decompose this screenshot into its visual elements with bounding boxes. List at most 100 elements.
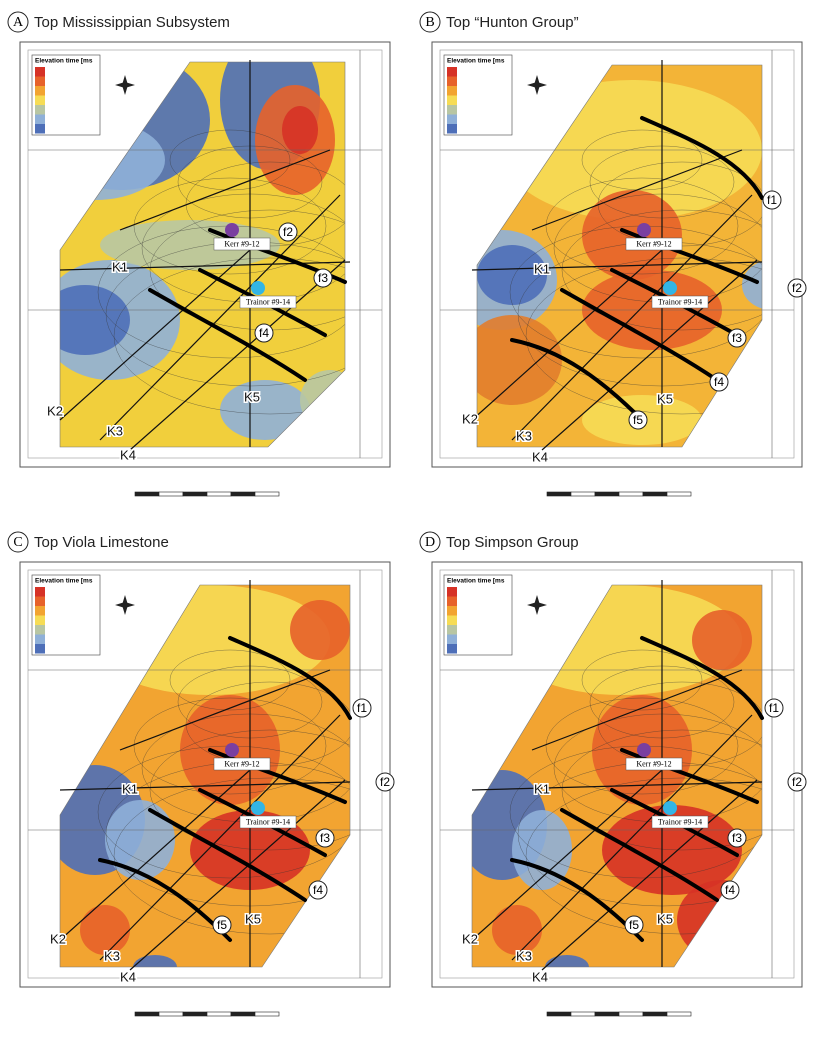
line-label: K2 — [462, 411, 478, 426]
panel-letter: B — [425, 15, 434, 30]
scale-segment — [158, 491, 184, 497]
legend-title: Elevation time [ms — [35, 58, 93, 65]
fault-label-circle — [375, 772, 395, 792]
fault-label-circle — [212, 915, 232, 935]
fault-label: f2 — [792, 281, 802, 295]
line-label: K5 — [244, 389, 260, 404]
line-label: K3 — [516, 428, 532, 443]
well-label: Kerr #9-12 — [224, 759, 259, 768]
well-label-box — [625, 757, 683, 771]
fault-label: f4 — [714, 375, 724, 389]
legend-swatch — [35, 67, 45, 77]
fault-label-circle — [764, 698, 784, 718]
well-label-box — [651, 295, 709, 309]
scale-segment — [182, 1011, 208, 1017]
well — [251, 281, 265, 295]
scale-segment — [594, 1011, 620, 1017]
fault-label: f1 — [767, 193, 777, 207]
surface-zone — [545, 955, 589, 967]
legend-swatch — [447, 114, 457, 124]
legend-swatch — [35, 596, 45, 606]
panel-letter: D — [425, 535, 435, 550]
surface-zone — [692, 610, 752, 670]
surface-outline — [476, 64, 763, 448]
fault-label-circle — [308, 880, 328, 900]
line-label: K4 — [120, 969, 136, 984]
scale-segment — [594, 491, 620, 497]
contour — [561, 209, 762, 331]
legend-title: Elevation time [ms — [447, 578, 505, 585]
contour — [581, 129, 703, 191]
scale-segment — [618, 1011, 644, 1017]
fault — [148, 808, 307, 902]
fault-label: f4 — [259, 326, 269, 340]
fault — [510, 338, 644, 422]
fault-label: f5 — [629, 918, 639, 932]
fault-label-circle — [762, 190, 782, 210]
scale-segment — [206, 491, 232, 497]
scale-segment — [570, 491, 596, 497]
scale-segment — [254, 1011, 280, 1017]
contour — [525, 257, 762, 415]
well — [637, 223, 651, 237]
well-label-box — [239, 815, 297, 829]
seismic-line — [541, 779, 758, 971]
legend-swatch — [447, 634, 457, 644]
fault-label: f3 — [732, 331, 742, 345]
scale-segment — [666, 491, 692, 497]
legend-swatch — [35, 625, 45, 635]
scale-segment — [206, 1011, 232, 1017]
seismic-line — [531, 149, 743, 231]
seismic-line — [129, 779, 346, 971]
legend-swatch — [447, 95, 457, 105]
line-label: K2 — [462, 931, 478, 946]
scale-segment — [642, 491, 668, 497]
contour — [169, 649, 291, 711]
map-inner-frame — [27, 49, 383, 459]
panel-title: Top “Hunton Group” — [446, 14, 579, 31]
map-panel: A Top Mississippian Subsystem f2 f3 f4 K1 K2 K3… — [7, 11, 391, 497]
line-label: K1 — [534, 781, 550, 796]
surface — [60, 62, 345, 447]
legend-swatch — [447, 105, 457, 115]
surface-zone — [60, 285, 130, 355]
fault-label-circle — [787, 278, 807, 298]
fault-label: f3 — [732, 831, 742, 845]
line-label: K4 — [532, 969, 548, 984]
legend-swatch — [35, 76, 45, 86]
fault-label: f1 — [769, 701, 779, 715]
north-arrow — [115, 75, 135, 95]
legend-swatch — [447, 67, 457, 77]
legend-swatch — [447, 625, 457, 635]
scale-segment — [546, 491, 572, 497]
fault-label-circle — [727, 328, 747, 348]
panel-letter-circle — [419, 11, 441, 33]
panel-letter-circle — [7, 11, 29, 33]
well — [251, 801, 265, 815]
well-label-box — [239, 295, 297, 309]
line-label: K4 — [120, 447, 136, 462]
well-label: Trainor #9-14 — [246, 297, 290, 306]
seismic-line — [541, 259, 758, 451]
contour — [561, 729, 762, 851]
fault — [560, 288, 719, 382]
well-label-box — [213, 757, 271, 771]
scale-segment — [618, 491, 644, 497]
panel-letter-circle — [7, 531, 29, 553]
legend-swatch — [447, 615, 457, 625]
line-label: K1 — [112, 259, 128, 274]
scale-segment — [134, 1011, 160, 1017]
scale-segment — [642, 1011, 668, 1017]
legend-swatch — [35, 95, 45, 105]
well-label: Trainor #9-14 — [658, 817, 702, 826]
scale-segment — [230, 1011, 256, 1017]
legend-swatch — [447, 587, 457, 597]
fault-label-circle — [727, 828, 747, 848]
seismic-line — [99, 714, 341, 961]
contour — [545, 177, 739, 275]
line-label: K1 — [122, 781, 138, 796]
well-label-box — [213, 237, 271, 251]
